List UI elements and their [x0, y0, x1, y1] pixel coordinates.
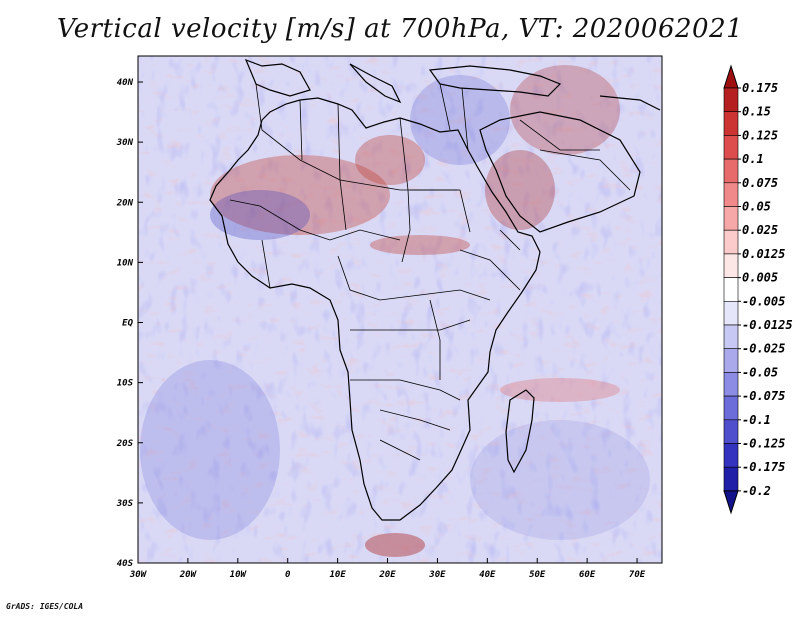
lon-tick-label: 30W	[129, 570, 148, 580]
colorbar: 0.175 0.15 0.125 0.1 0.075 0.05 0.025 0.0125 0.0…	[723, 64, 793, 515]
colorbar-swatch	[723, 229, 739, 255]
colorbar-swatch	[723, 348, 739, 373]
colorbar-swatch	[723, 111, 739, 136]
lon-tick-label: 30E	[428, 570, 446, 580]
map-figure: 40N 30N 20N 10N EQ 10S 20S 30S 40S 30W 20W 10W 0 10E…	[116, 55, 793, 580]
coastlines	[209, 58, 661, 521]
lat-tick-label: 40N	[117, 78, 134, 88]
lon-tick-label: 70E	[629, 570, 646, 580]
velocity-field	[138, 56, 662, 563]
colorbar-label: -0.005	[742, 294, 785, 308]
colorbar-label: -0.175	[742, 460, 785, 474]
lat-tick-label: 10S	[117, 379, 134, 389]
lon-tick-label: 10E	[329, 570, 346, 580]
colorbar-swatch	[723, 277, 739, 302]
lon-tick-label: 40E	[479, 570, 496, 580]
lat-tick-label: 10N	[117, 258, 134, 268]
colorbar-label: -0.1	[742, 413, 771, 427]
lat-tick-label: 40S	[117, 559, 134, 569]
lon-tick-label: 50E	[529, 570, 546, 580]
colorbar-label: -0.125	[742, 437, 785, 451]
colorbar-swatch	[723, 443, 739, 468]
country-borders	[229, 83, 631, 461]
colorbar-swatch	[723, 135, 739, 160]
colorbar-label: 0.05	[742, 200, 771, 214]
colorbar-swatch	[723, 158, 739, 184]
lat-tick-label: EQ	[122, 319, 133, 329]
colorbar-label: 0.125	[742, 128, 778, 142]
lon-tick-label: 0	[285, 570, 291, 580]
colorbar-label: 0.15	[742, 105, 771, 119]
lat-tick-label: 20S	[116, 439, 134, 449]
colorbar-swatch	[723, 395, 739, 421]
colorbar-label: 0.175	[742, 81, 778, 95]
colorbar-label: 0.005	[742, 271, 778, 285]
latitude-axis: 40N 30N 20N 10N EQ 10S 20S 30S 40S	[116, 78, 143, 569]
colorbar-label: -0.0125	[742, 318, 793, 332]
longitude-axis: 30W 20W 10W 0 10E 20E 30E 40E 50E 60E 70E	[129, 558, 646, 580]
colorbar-swatch	[723, 419, 739, 444]
lon-tick-label: 20E	[378, 570, 396, 580]
colorbar-label: -0.2	[742, 484, 771, 498]
lon-tick-label: 60E	[579, 570, 596, 580]
plot-frame	[137, 55, 663, 564]
colorbar-swatch	[723, 466, 739, 492]
map-title: Vertical velocity [m/s] at 700hPa, VT: 2…	[56, 14, 744, 44]
colorbar-label: 0.025	[742, 223, 778, 237]
colorbar-label: -0.075	[742, 389, 785, 403]
lat-tick-label: 20N	[116, 198, 134, 208]
colorbar-label: 0.075	[742, 176, 778, 190]
lon-tick-label: 10W	[230, 570, 248, 580]
colorbar-label: 0.0125	[742, 247, 785, 261]
colorbar-swatch	[723, 206, 739, 231]
colorbar-label: 0.1	[742, 152, 764, 166]
grads-credit: GrADS: IGES/COLA	[6, 602, 84, 611]
lat-tick-label: 30N	[116, 138, 134, 148]
colorbar-swatch	[723, 300, 739, 326]
colorbar-label: -0.05	[742, 365, 778, 379]
lon-tick-label: 20W	[179, 570, 198, 580]
colorbar-swatch	[723, 87, 739, 113]
colorbar-min-arrow	[723, 490, 739, 515]
colorbar-max-arrow	[723, 64, 739, 89]
colorbar-swatch	[723, 182, 739, 207]
colorbar-swatch	[723, 324, 739, 350]
colorbar-swatch	[723, 372, 739, 397]
lat-tick-label: 30S	[116, 499, 134, 509]
colorbar-label: -0.025	[742, 342, 785, 356]
colorbar-swatch	[723, 253, 739, 278]
